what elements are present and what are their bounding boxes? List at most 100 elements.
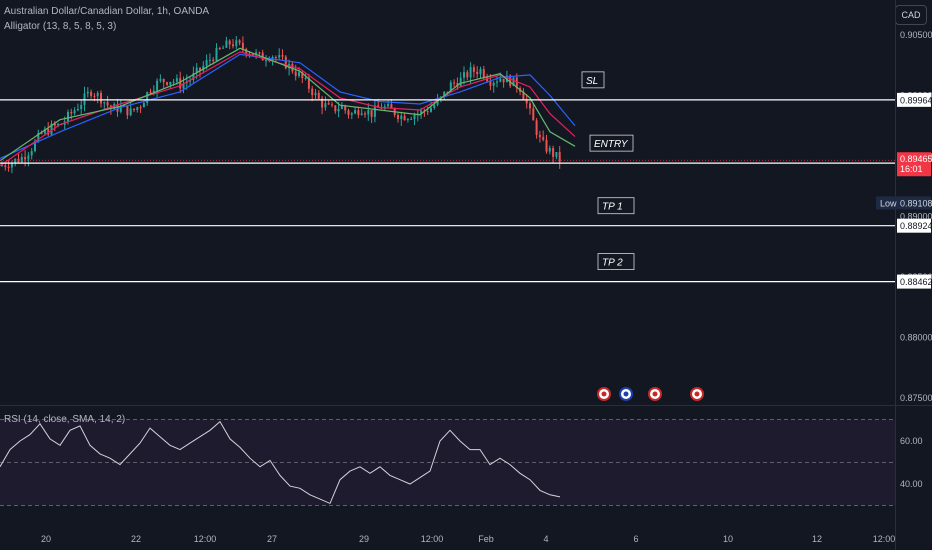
candle-body xyxy=(195,67,198,74)
candle-body xyxy=(232,44,234,47)
event-marker-dot xyxy=(694,391,700,397)
candle-body xyxy=(86,91,89,94)
candle-body xyxy=(545,139,548,152)
candle-body xyxy=(482,69,485,78)
candle-body xyxy=(34,141,36,152)
candle-body xyxy=(40,132,43,134)
time-tick-label: 12 xyxy=(812,534,822,544)
candle-body xyxy=(225,40,228,48)
candle-body xyxy=(57,123,60,126)
rsi-label: RSI (14, close, SMA, 14, 2) xyxy=(4,414,125,425)
candle-body xyxy=(258,52,261,54)
candle-body xyxy=(7,166,10,168)
level-price-box xyxy=(897,274,931,289)
candle-body xyxy=(67,111,69,122)
candle-body xyxy=(4,165,7,167)
candle-body xyxy=(119,105,122,112)
rsi-tick-label: 60.00 xyxy=(900,436,923,446)
candle-body xyxy=(1,165,3,167)
candle-body xyxy=(90,91,93,96)
candle-body xyxy=(133,108,135,110)
candle-body xyxy=(535,120,538,136)
candle-body xyxy=(53,123,56,126)
candle-body xyxy=(469,67,472,78)
level-price-box xyxy=(897,218,931,233)
level-price-label: 0.88924 xyxy=(900,221,932,231)
event-marker-dot xyxy=(652,391,658,397)
candle-body xyxy=(515,77,518,89)
candle-body xyxy=(192,73,195,81)
candle-body xyxy=(446,91,449,93)
candle-body xyxy=(476,71,479,75)
candle-body xyxy=(205,60,208,66)
candle-body xyxy=(298,72,300,76)
candle-body xyxy=(208,59,211,61)
candle-body xyxy=(129,108,132,116)
candle-body xyxy=(43,128,46,134)
candle-body xyxy=(555,152,558,157)
candle-body xyxy=(502,78,505,83)
candle-body xyxy=(96,92,99,97)
candle-body xyxy=(50,123,53,135)
alligator-teeth-line xyxy=(0,51,576,167)
candle-body xyxy=(340,105,343,109)
candle-body xyxy=(367,110,370,115)
candle-body xyxy=(106,102,109,106)
time-tick-label: 22 xyxy=(131,534,141,544)
candle-body xyxy=(337,108,340,112)
last-price-badge xyxy=(897,152,931,177)
time-tick-label: Feb xyxy=(478,534,494,544)
time-tick-label: 6 xyxy=(633,534,638,544)
candle-countdown-label: 16:01 xyxy=(900,164,923,174)
candle-body xyxy=(443,91,446,97)
price-tick-label: 0.90500 xyxy=(900,30,932,40)
candle-body xyxy=(525,99,528,104)
candle-body xyxy=(152,90,155,93)
candle-body xyxy=(406,119,409,121)
candle-body xyxy=(166,82,168,85)
candle-body xyxy=(228,40,231,45)
candle-body xyxy=(172,81,175,83)
candle-body xyxy=(354,110,357,114)
candle-body xyxy=(241,42,244,49)
candle-body xyxy=(331,104,333,106)
candle-body xyxy=(37,132,40,142)
candle-body xyxy=(274,57,277,59)
candle-body xyxy=(30,151,33,156)
candle-body xyxy=(472,67,475,72)
alligator-lips-line xyxy=(0,47,576,162)
candle-body xyxy=(103,102,106,104)
candle-body xyxy=(20,156,23,163)
candle-body xyxy=(558,152,561,162)
low-tag-label: Low xyxy=(880,198,897,208)
candle-body xyxy=(410,119,413,121)
candle-body xyxy=(307,77,310,89)
candle-body xyxy=(24,156,27,160)
level-tag-tp2: TP 2 xyxy=(602,258,623,269)
candle-body xyxy=(311,88,314,96)
candle-body xyxy=(238,40,241,43)
candle-body xyxy=(222,47,225,49)
candle-body xyxy=(532,108,535,121)
time-tick-label: 27 xyxy=(267,534,277,544)
level-tag-box xyxy=(589,134,634,152)
candle-body xyxy=(70,111,73,114)
candle-body xyxy=(426,111,429,113)
event-marker-dot xyxy=(601,391,607,397)
candle-body xyxy=(27,155,30,160)
candle-body xyxy=(116,104,119,112)
candle-body xyxy=(317,92,320,99)
candle-body xyxy=(430,108,432,112)
candle-body xyxy=(324,103,327,108)
candle-body xyxy=(548,147,551,152)
level-tag-box xyxy=(581,71,605,89)
candle-body xyxy=(139,107,142,109)
level-price-label: 0.89964 xyxy=(900,95,932,105)
candle-body xyxy=(344,105,347,111)
candle-body xyxy=(390,104,393,109)
candle-body xyxy=(202,65,205,71)
candle-body xyxy=(350,113,353,115)
candle-body xyxy=(83,93,86,106)
candle-body xyxy=(538,135,541,137)
